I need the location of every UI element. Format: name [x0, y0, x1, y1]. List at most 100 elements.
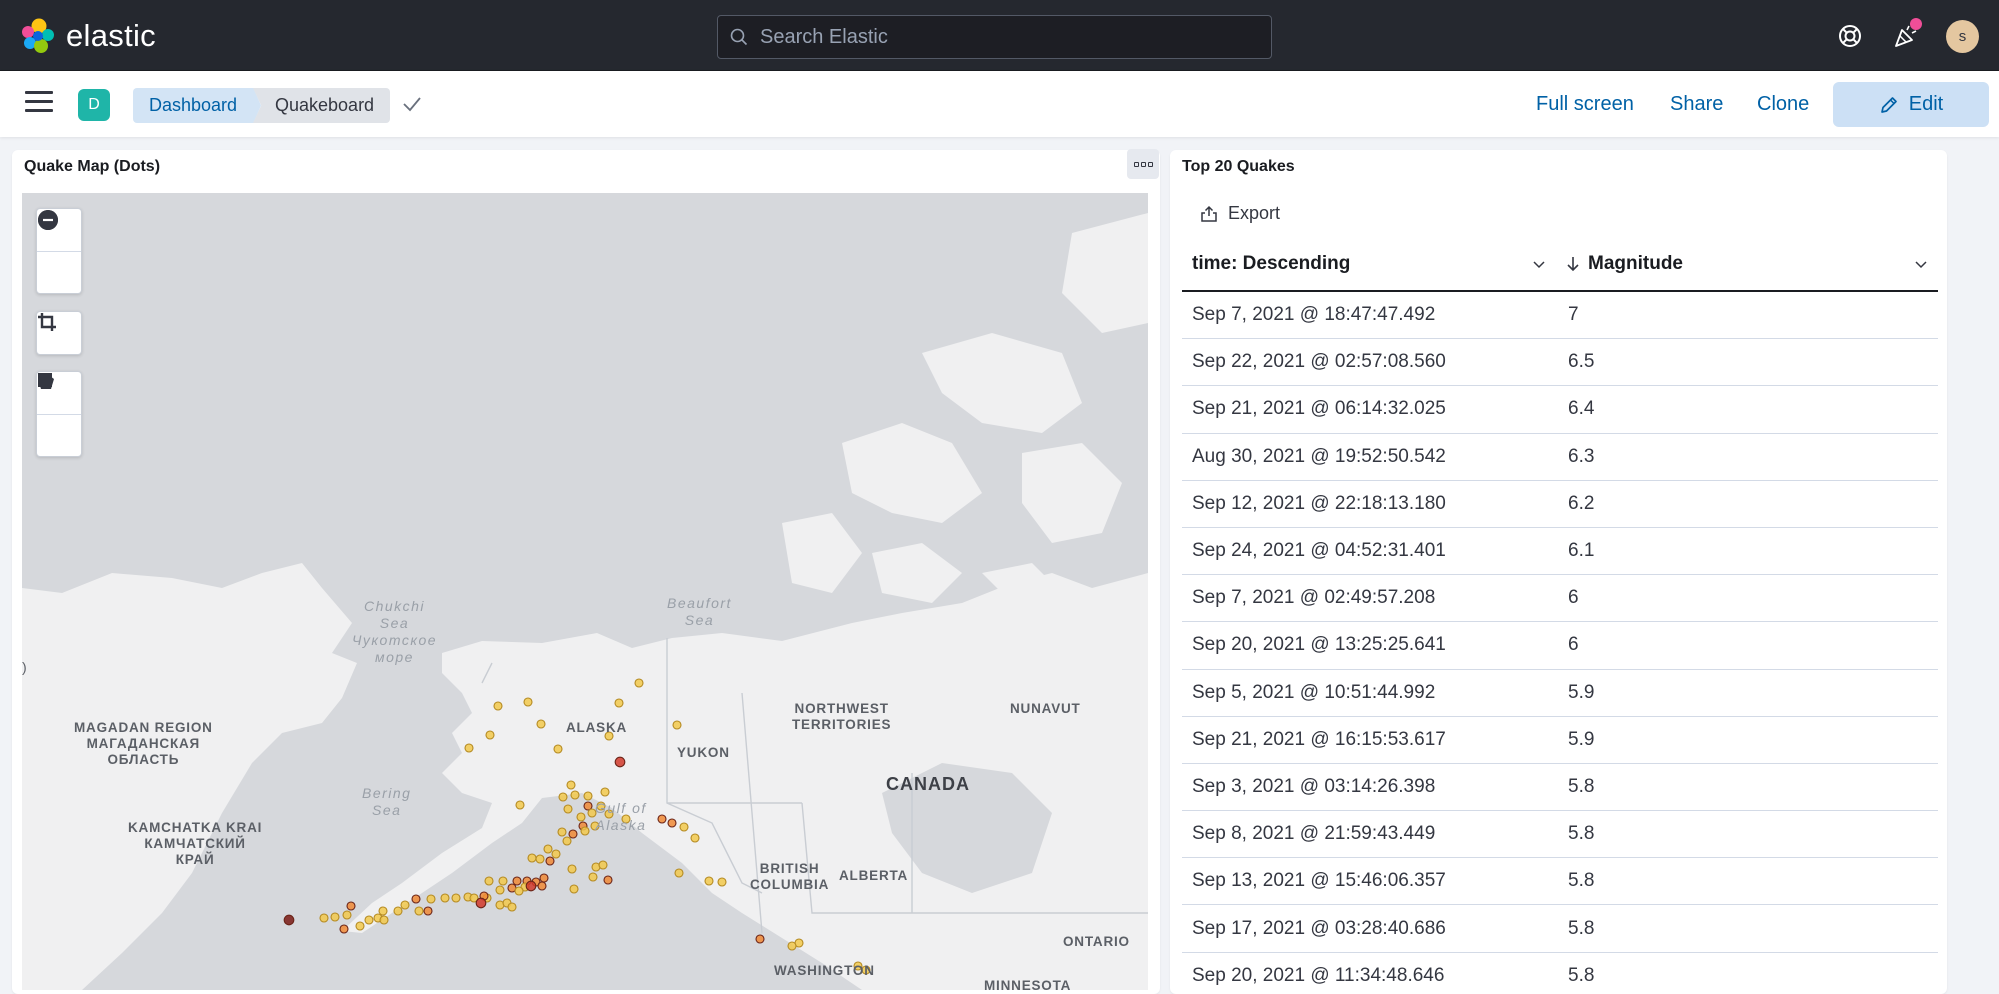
news-button[interactable] — [1890, 18, 1922, 52]
quake-dot[interactable] — [545, 856, 555, 866]
chevron-down-icon[interactable] — [1532, 257, 1546, 271]
table-row[interactable]: Sep 20, 2021 @ 11:34:48.646 5.8 — [1182, 953, 1938, 994]
help-button[interactable] — [1834, 20, 1866, 52]
table-row[interactable]: Aug 30, 2021 @ 19:52:50.542 6.3 — [1182, 434, 1938, 481]
column-header-time[interactable]: time: Descending — [1182, 253, 1558, 275]
quake-dot[interactable] — [621, 814, 631, 824]
quake-dot[interactable] — [614, 756, 626, 768]
quake-dot[interactable] — [787, 941, 797, 951]
quake-dot[interactable] — [484, 876, 494, 886]
quake-dot[interactable] — [568, 829, 578, 839]
quake-dot[interactable] — [379, 915, 389, 925]
quake-dot[interactable] — [543, 844, 553, 854]
clone-link[interactable]: Clone — [1757, 93, 1810, 115]
user-avatar[interactable]: s — [1946, 20, 1979, 53]
table-row[interactable]: Sep 3, 2021 @ 03:14:26.398 5.8 — [1182, 764, 1938, 812]
quake-dot[interactable] — [596, 801, 606, 811]
quake-dot[interactable] — [346, 901, 356, 911]
quake-dot[interactable] — [400, 900, 410, 910]
quake-dot[interactable] — [667, 818, 677, 828]
quake-dot[interactable] — [690, 833, 700, 843]
export-button[interactable]: Export — [1200, 203, 1280, 224]
table-row[interactable]: Sep 8, 2021 @ 21:59:43.449 5.8 — [1182, 811, 1938, 859]
quake-dot[interactable] — [378, 906, 388, 916]
quake-dot[interactable] — [393, 906, 403, 916]
quake-dot[interactable] — [525, 880, 537, 892]
elastic-logo[interactable]: elastic — [20, 18, 156, 54]
quake-dot[interactable] — [672, 720, 682, 730]
quake-dot[interactable] — [514, 886, 524, 896]
draw-bounds-button[interactable] — [37, 373, 81, 456]
quake-dot[interactable] — [355, 921, 365, 931]
quake-dot[interactable] — [558, 792, 568, 802]
quake-dot[interactable] — [634, 678, 644, 688]
map-canvas[interactable] — [22, 193, 1148, 990]
fit-to-data-button[interactable] — [37, 312, 81, 354]
quake-dot[interactable] — [853, 961, 863, 971]
quake-dot[interactable] — [507, 902, 517, 912]
quake-dot[interactable] — [493, 701, 503, 711]
quake-dot[interactable] — [342, 910, 352, 920]
quake-dot[interactable] — [414, 906, 424, 916]
quake-dot[interactable] — [587, 808, 597, 818]
quake-dot[interactable] — [411, 894, 421, 904]
quake-dot[interactable] — [451, 893, 461, 903]
quake-dot[interactable] — [464, 743, 474, 753]
quake-dot[interactable] — [583, 791, 593, 801]
table-row[interactable]: Sep 21, 2021 @ 06:14:32.025 6.4 — [1182, 386, 1938, 434]
quake-dot[interactable] — [535, 854, 545, 864]
quake-dot[interactable] — [553, 744, 563, 754]
quake-dot[interactable] — [339, 924, 349, 934]
quake-dot[interactable] — [569, 884, 579, 894]
panel-options-button[interactable] — [1127, 149, 1159, 179]
quake-dot[interactable] — [551, 849, 561, 859]
space-avatar[interactable]: D — [78, 89, 110, 121]
table-row[interactable]: Sep 5, 2021 @ 10:51:44.992 5.9 — [1182, 670, 1938, 717]
quake-dot[interactable] — [562, 836, 572, 846]
breadcrumb-dashboard[interactable]: Dashboard — [133, 88, 262, 123]
quake-map[interactable]: Chukchi Sea Чукотское море Beaufort Sea MAGA… — [22, 193, 1148, 990]
quake-dot[interactable] — [861, 965, 871, 975]
quake-dot[interactable] — [679, 822, 689, 832]
quake-dot[interactable] — [657, 814, 667, 824]
global-search[interactable] — [717, 15, 1272, 59]
quake-dot[interactable] — [515, 800, 525, 810]
quake-dot[interactable] — [604, 809, 614, 819]
table-row[interactable]: Sep 17, 2021 @ 03:28:40.686 5.8 — [1182, 905, 1938, 953]
table-row[interactable]: Sep 24, 2021 @ 04:52:31.401 6.1 — [1182, 528, 1938, 576]
share-link[interactable]: Share — [1670, 93, 1724, 115]
menu-hamburger-icon[interactable] — [25, 91, 53, 115]
quake-dot[interactable] — [527, 853, 537, 863]
quake-dot[interactable] — [604, 731, 614, 741]
quake-dot[interactable] — [512, 876, 522, 886]
quake-dot[interactable] — [570, 790, 580, 800]
quake-dot[interactable] — [475, 897, 487, 909]
quake-dot[interactable] — [536, 719, 546, 729]
quake-dot[interactable] — [717, 877, 727, 887]
quake-dot[interactable] — [598, 860, 608, 870]
quake-dot[interactable] — [539, 873, 549, 883]
quake-dot[interactable] — [283, 914, 295, 926]
table-row[interactable]: Sep 21, 2021 @ 16:15:53.617 5.9 — [1182, 717, 1938, 764]
quake-dot[interactable] — [566, 780, 576, 790]
chevron-down-icon[interactable] — [1914, 257, 1928, 271]
edit-button[interactable]: Edit — [1833, 82, 1989, 127]
quake-dot[interactable] — [583, 801, 593, 811]
quake-dot[interactable] — [603, 875, 613, 885]
quake-dot[interactable] — [576, 812, 586, 822]
table-row[interactable]: Sep 20, 2021 @ 13:25:25.641 6 — [1182, 622, 1938, 670]
table-row[interactable]: Sep 7, 2021 @ 18:47:47.492 7 — [1182, 292, 1938, 340]
search-input[interactable] — [760, 25, 1240, 49]
quake-dot[interactable] — [590, 821, 600, 831]
quake-dot[interactable] — [563, 804, 573, 814]
quake-dot[interactable] — [704, 876, 714, 886]
column-header-magnitude[interactable]: Magnitude — [1558, 253, 1938, 275]
quake-dot[interactable] — [330, 912, 340, 922]
quake-dot[interactable] — [495, 885, 505, 895]
quake-dot[interactable] — [600, 787, 610, 797]
quake-dot[interactable] — [319, 913, 329, 923]
quake-dot[interactable] — [588, 872, 598, 882]
table-row[interactable]: Sep 22, 2021 @ 02:57:08.560 6.5 — [1182, 339, 1938, 387]
full-screen-link[interactable]: Full screen — [1536, 93, 1634, 115]
zoom-out-button[interactable] — [37, 210, 81, 293]
